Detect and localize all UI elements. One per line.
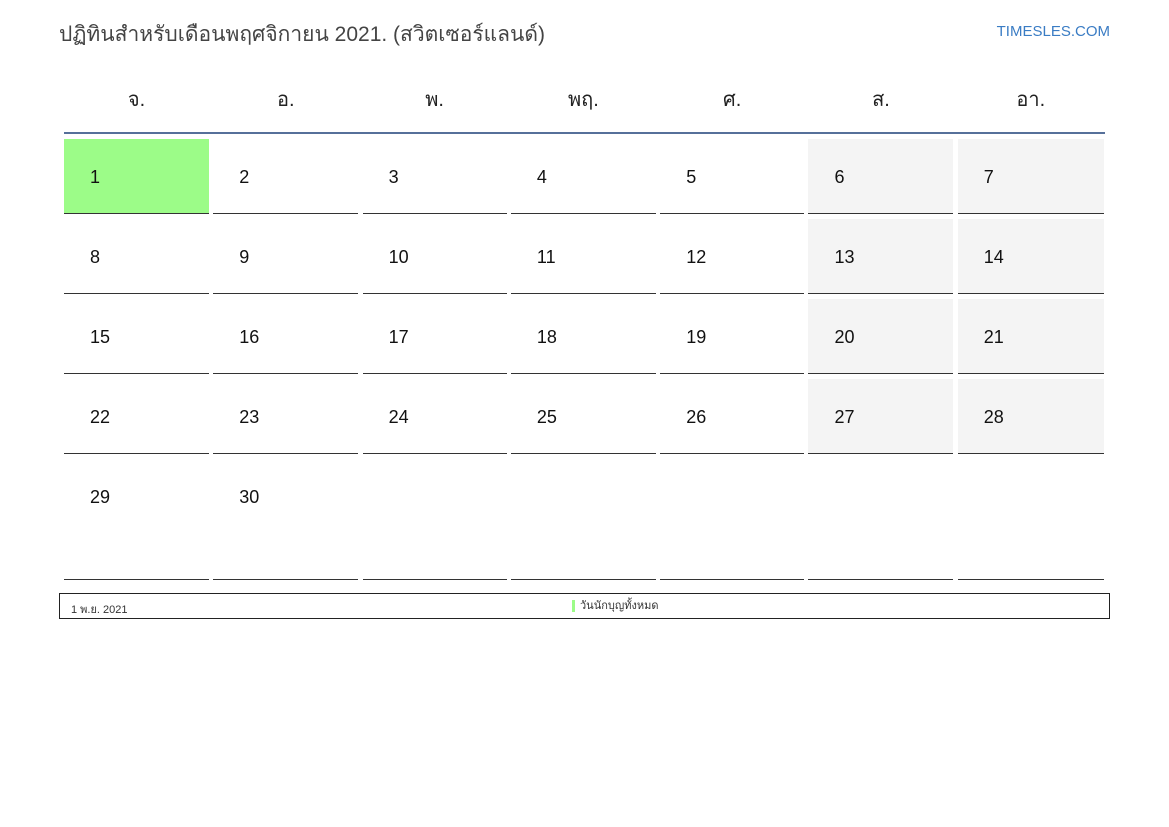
day-number: 28	[983, 407, 1004, 427]
day-cell[interactable]: 5	[660, 139, 805, 214]
calendar: จ. อ. พ. พฤ. ศ. ส. อา. 1 2 3 4 5 6 7 8 9 10 11 12 13 14 15 16…	[64, 70, 1105, 580]
legend-holiday: วันนักบุญทั้งหมด	[572, 600, 659, 612]
page-title: ปฏิทินสำหรับเดือนพฤศจิกายน 2021. (สวิตเซ…	[59, 23, 546, 46]
day-number: 19	[686, 327, 707, 347]
day-number: 26	[686, 407, 707, 427]
day-cell[interactable]: 11	[510, 219, 656, 294]
day-number: 2	[239, 167, 250, 187]
legend-date: 1 พ.ย. 2021	[71, 604, 128, 616]
day-cell[interactable]: 29	[64, 459, 209, 580]
empty-cell	[808, 459, 954, 580]
day-number: 1	[90, 167, 101, 187]
day-cell[interactable]: 13	[808, 219, 954, 294]
day-number: 5	[686, 167, 697, 187]
weekday-header: จ. อ. พ. พฤ. ศ. ส. อา.	[64, 70, 1105, 134]
day-cell[interactable]: 23	[213, 379, 359, 454]
day-number: 3	[388, 167, 399, 187]
empty-cell	[660, 459, 805, 580]
weekday-header-cell: พ.	[425, 89, 444, 111]
calendar-grid: 1 2 3 4 5 6 7 8 9 10 11 12 13 14 15 16 17 18 19 20 21 22 23 24 2…	[64, 139, 1105, 580]
day-cell[interactable]: 10	[362, 219, 507, 294]
day-cell[interactable]: 24	[362, 379, 507, 454]
day-cell[interactable]: 22	[64, 379, 209, 454]
day-cell[interactable]: 28	[957, 379, 1104, 454]
day-number: 4	[536, 167, 547, 187]
day-number: 10	[388, 247, 409, 267]
day-cell[interactable]: 8	[64, 219, 209, 294]
day-cell[interactable]: 30	[213, 459, 359, 580]
day-number: 18	[536, 327, 557, 347]
day-cell[interactable]: 14	[957, 219, 1104, 294]
day-cell[interactable]: 21	[957, 299, 1104, 374]
day-number: 12	[686, 247, 707, 267]
day-cell[interactable]: 16	[213, 299, 359, 374]
empty-cell	[510, 459, 656, 580]
day-number: 7	[983, 167, 994, 187]
day-cell[interactable]: 2	[213, 139, 359, 214]
day-number: 6	[834, 167, 845, 187]
day-number: 13	[834, 247, 855, 267]
brand-link[interactable]: TIMESLES.COM	[996, 23, 1110, 40]
day-cell[interactable]: 27	[808, 379, 954, 454]
day-cell[interactable]: 6	[808, 139, 954, 214]
day-number: 15	[90, 327, 111, 347]
day-cell[interactable]: 3	[362, 139, 507, 214]
day-number: 8	[90, 247, 101, 267]
weekday-header-cell: ส.	[872, 89, 890, 111]
day-cell[interactable]: 4	[510, 139, 656, 214]
day-cell[interactable]: 17	[362, 299, 507, 374]
weekday-header-cell: จ.	[127, 89, 146, 111]
day-cell[interactable]: 12	[660, 219, 805, 294]
day-cell[interactable]: 25	[510, 379, 656, 454]
day-number: 21	[983, 327, 1004, 347]
day-number: 29	[90, 487, 111, 507]
empty-cell	[362, 459, 507, 580]
day-cell[interactable]: 1	[64, 139, 209, 214]
day-cell[interactable]: 15	[64, 299, 209, 374]
day-number: 22	[90, 407, 111, 427]
day-number: 24	[388, 407, 409, 427]
day-number: 23	[239, 407, 260, 427]
day-cell[interactable]: 18	[510, 299, 656, 374]
weekday-header-cell: ศ.	[723, 89, 742, 111]
day-number: 17	[388, 327, 409, 347]
day-cell[interactable]: 20	[808, 299, 954, 374]
weekday-header-cell: พฤ.	[567, 89, 599, 111]
day-number: 9	[239, 247, 250, 267]
day-number: 16	[239, 327, 260, 347]
day-number: 25	[536, 407, 557, 427]
day-number: 27	[834, 407, 855, 427]
weekday-header-cell: อ.	[277, 89, 295, 111]
empty-cell	[957, 459, 1104, 580]
day-cell[interactable]: 26	[660, 379, 805, 454]
weekday-header-cell: อา.	[1016, 89, 1046, 111]
day-number: 30	[239, 487, 260, 507]
day-number: 11	[536, 247, 556, 267]
day-cell[interactable]: 19	[660, 299, 805, 374]
day-cell[interactable]: 7	[957, 139, 1104, 214]
legend: 1 พ.ย. 2021 วันนักบุญทั้งหมด	[59, 593, 1110, 619]
day-number: 14	[983, 247, 1004, 267]
day-cell[interactable]: 9	[213, 219, 359, 294]
day-number: 20	[834, 327, 855, 347]
